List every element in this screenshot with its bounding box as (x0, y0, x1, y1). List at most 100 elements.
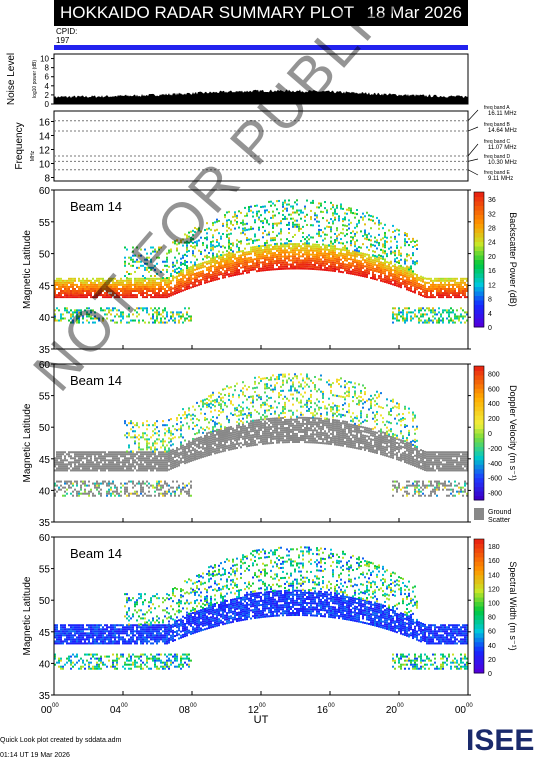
data-cell (256, 266, 258, 269)
data-cell (270, 406, 272, 409)
data-cell (192, 283, 194, 286)
data-cell (118, 294, 120, 297)
data-cell (146, 480, 148, 483)
data-cell (112, 294, 114, 297)
data-cell (168, 283, 170, 286)
data-cell (166, 430, 168, 433)
data-cell (306, 242, 308, 245)
data-cell (192, 264, 194, 267)
data-cell (254, 235, 256, 238)
data-cell (210, 447, 212, 450)
data-cell (376, 247, 378, 250)
data-cell (164, 283, 166, 286)
data-cell (444, 279, 446, 282)
data-cell (298, 229, 300, 232)
data-cell (146, 494, 148, 497)
data-cell (164, 296, 166, 299)
data-cell (224, 257, 226, 260)
power-colorbar-tick: 24 (488, 240, 496, 247)
data-cell (208, 451, 210, 454)
data-cell (290, 217, 292, 220)
data-cell (376, 278, 378, 281)
data-cell (292, 255, 294, 258)
data-cell (62, 281, 64, 284)
data-cell (324, 256, 326, 259)
data-cell (256, 431, 258, 434)
data-cell (252, 436, 254, 439)
data-cell (366, 267, 368, 270)
data-cell (306, 247, 308, 250)
data-cell (382, 264, 384, 267)
data-cell (270, 419, 272, 422)
data-cell (266, 209, 268, 212)
data-cell (258, 265, 260, 268)
data-cell (292, 225, 294, 228)
data-cell (76, 480, 78, 483)
data-cell (108, 463, 110, 466)
data-cell (196, 451, 198, 454)
data-cell (458, 319, 460, 322)
data-cell (154, 275, 156, 278)
data-cell (166, 296, 168, 299)
data-cell (324, 227, 326, 230)
data-cell (174, 288, 176, 291)
data-cell (334, 245, 336, 248)
data-cell (300, 267, 302, 270)
data-cell (140, 467, 142, 470)
data-cell (212, 271, 214, 274)
data-cell (366, 261, 368, 264)
data-cell (124, 461, 126, 464)
data-cell (98, 467, 100, 470)
data-cell (114, 283, 116, 286)
data-cell (362, 218, 364, 221)
data-cell (196, 278, 198, 281)
data-cell (188, 273, 190, 276)
data-cell (364, 223, 366, 226)
data-cell (394, 284, 396, 287)
data-cell (234, 443, 236, 446)
data-cell (188, 319, 190, 322)
data-cell (250, 248, 252, 251)
data-cell (262, 236, 264, 239)
data-cell (416, 315, 418, 318)
data-cell (300, 217, 302, 220)
data-cell (76, 294, 78, 297)
data-cell (216, 278, 218, 281)
data-cell (192, 285, 194, 288)
data-cell (168, 447, 170, 450)
data-cell (264, 391, 266, 394)
data-cell (200, 440, 202, 443)
data-cell (228, 392, 230, 395)
data-cell (276, 437, 278, 440)
data-cell (204, 443, 206, 446)
data-cell (92, 467, 94, 470)
data-cell (270, 250, 272, 253)
data-cell (228, 432, 230, 435)
data-cell (208, 256, 210, 259)
data-cell (152, 457, 154, 460)
data-cell (278, 251, 280, 254)
data-cell (138, 319, 140, 322)
data-cell (196, 284, 198, 287)
data-cell (220, 436, 222, 439)
data-cell (172, 287, 174, 290)
data-cell (462, 279, 464, 282)
data-cell (444, 294, 446, 297)
data-cell (128, 434, 130, 437)
data-cell (228, 210, 230, 213)
power-colorbar-step (474, 255, 484, 260)
data-cell (262, 249, 264, 252)
data-cell (78, 290, 80, 293)
data-cell (446, 287, 448, 290)
data-cell (264, 217, 266, 220)
data-cell (432, 315, 434, 318)
data-cell (376, 264, 378, 267)
data-cell (128, 272, 130, 275)
data-cell (286, 257, 288, 260)
power-colorbar-tick: 28 (488, 226, 496, 233)
data-cell (56, 307, 58, 310)
data-cell (334, 265, 336, 268)
data-cell (158, 453, 160, 456)
data-cell (64, 467, 66, 470)
data-cell (224, 266, 226, 269)
